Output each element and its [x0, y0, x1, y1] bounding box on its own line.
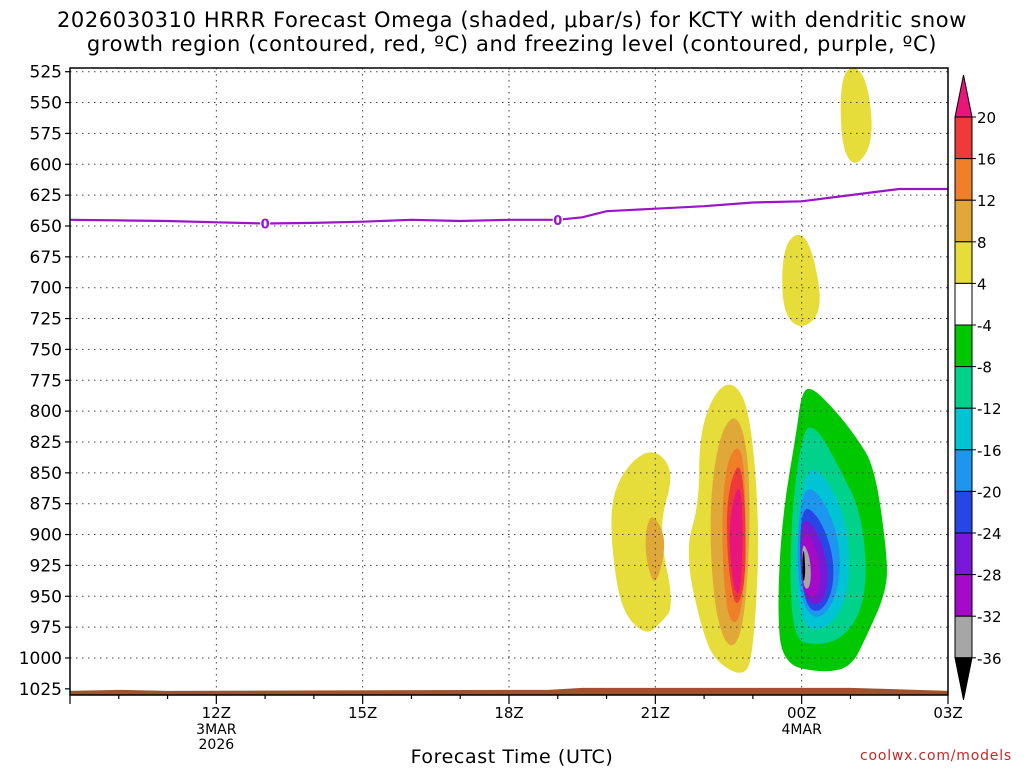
x-tick-label: 03Z — [933, 704, 962, 722]
y-tick-label: 950 — [30, 587, 62, 607]
y-tick-label: 600 — [30, 155, 62, 175]
terrain-fill — [70, 687, 948, 695]
omega-region-neg-36 — [802, 550, 806, 581]
colorbar-swatch — [954, 241, 973, 284]
colorbar-swatch — [954, 366, 973, 409]
y-tick-label: 975 — [30, 618, 62, 638]
freezing-level-label: 0 — [553, 214, 562, 229]
x-tick-label: 00Z — [787, 704, 816, 722]
colorbar-label: -28 — [977, 567, 1002, 585]
y-tick-label: 700 — [30, 279, 62, 299]
freezing-level-line — [70, 187, 948, 225]
source-credit[interactable]: coolwx.com/models — [859, 748, 1012, 764]
y-tick-label: 550 — [30, 94, 62, 114]
y-tick-label: 925 — [30, 556, 62, 576]
colorbar-swatch — [954, 615, 973, 659]
chart-title-line-1: 2026030310 HRRR Forecast Omega (shaded, … — [56, 8, 968, 32]
colorbar-swatch — [954, 574, 973, 617]
colorbar-label: 16 — [977, 151, 996, 169]
colorbar-label: 4 — [977, 275, 987, 293]
colorbar-swatch — [954, 158, 973, 201]
colorbar-label: -12 — [977, 400, 1002, 418]
y-tick-label: 525 — [30, 63, 62, 83]
y-tick-label: 775 — [30, 371, 62, 391]
freezing-level-label-bg — [260, 215, 271, 232]
colorbar-label: 20 — [977, 109, 996, 127]
colorbar-label: -24 — [977, 525, 1002, 543]
omega-shading-layer — [611, 68, 887, 673]
x-tick-label: 18Z — [494, 704, 523, 722]
colorbar-label: -20 — [977, 483, 1002, 501]
y-tick-label: 800 — [30, 402, 62, 422]
freezing-level-label-bg — [552, 211, 563, 228]
x-tick-sublabel: 4MAR — [782, 722, 823, 738]
y-tick-label: 625 — [30, 186, 62, 206]
colorbar-label: -16 — [977, 442, 1002, 460]
omega-region-pos-main-20 — [729, 488, 743, 594]
colorbar-label: -4 — [977, 317, 992, 335]
colorbar-swatch — [954, 490, 973, 534]
y-tick-label: 575 — [30, 124, 62, 144]
y-tick-label: 675 — [30, 248, 62, 268]
colorbar-swatch — [954, 282, 973, 326]
colorbar-label: 8 — [977, 234, 987, 252]
colorbar-label: -32 — [977, 608, 1002, 626]
y-tick-label: 650 — [30, 217, 62, 237]
x-tick-sublabel: 3MAR — [196, 722, 237, 738]
y-axis: 525 550 575 600 625 650 675 700 725 750 775 800 825 8… — [19, 63, 70, 700]
colorbar-swatch — [954, 324, 973, 368]
y-tick-label: 725 — [30, 310, 62, 330]
colorbar-arrow-bottom — [954, 657, 973, 700]
y-tick-label: 750 — [30, 340, 62, 360]
colorbar-label: -36 — [977, 650, 1002, 668]
y-tick-label: 875 — [30, 495, 62, 515]
colorbar-label: 12 — [977, 192, 996, 210]
x-tick-label: 12Z — [202, 704, 231, 722]
omega-region-pos-lobe-mid — [782, 234, 820, 326]
x-tick-label: 15Z — [348, 704, 377, 722]
colorbar-swatch — [954, 532, 973, 576]
freezing-level-label: 0 — [261, 218, 270, 233]
y-tick-label: 1025 — [19, 680, 62, 700]
colorbar-label: -8 — [977, 359, 992, 377]
y-tick-label: 850 — [30, 464, 62, 484]
y-tick-label: 825 — [30, 433, 62, 453]
colorbar-arrow-top — [954, 74, 973, 118]
x-axis-title: Forecast Time (UTC) — [410, 746, 614, 768]
y-tick-label: 1000 — [19, 649, 62, 669]
colorbar-swatch — [954, 199, 973, 243]
omega-region-pos-lobe-upper — [840, 68, 872, 163]
chart-title-line-2: growth region (contoured, red, ºC) and f… — [86, 32, 938, 56]
colorbar-swatch — [954, 449, 973, 492]
y-tick-label: 900 — [30, 526, 62, 546]
omega-region-pos-lobe-low-outer — [611, 452, 671, 632]
x-tick-sublabel: 2026 — [199, 737, 235, 753]
colorbar: 20 16 12 8 4 -4 -8 -12 -16 -20 -24 -28 -32 -36 — [954, 74, 1002, 700]
colorbar-swatch — [954, 116, 973, 160]
colorbar-swatch — [954, 407, 973, 451]
x-tick-label: 21Z — [641, 704, 670, 722]
terrain-layer — [70, 687, 948, 695]
